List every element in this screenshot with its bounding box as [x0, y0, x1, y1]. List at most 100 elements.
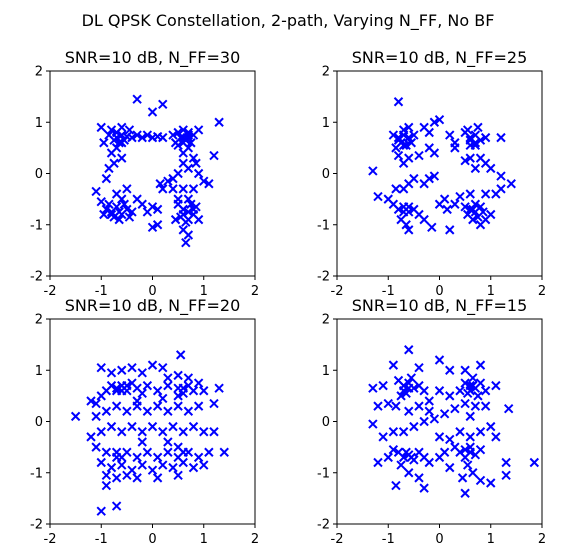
- data-point: [170, 214, 181, 225]
- data-point: [183, 406, 194, 416]
- data-point: [132, 452, 142, 463]
- data-point: [122, 406, 132, 416]
- data-point: [173, 370, 183, 381]
- data-point: [391, 401, 401, 411]
- data-point: [158, 184, 168, 194]
- y-tick-label: -2: [317, 518, 330, 533]
- data-point: [111, 401, 122, 411]
- data-point: [406, 373, 417, 383]
- data-point: [373, 191, 383, 202]
- data-point: [462, 125, 473, 135]
- data-point: [178, 184, 188, 194]
- data-point: [106, 148, 117, 158]
- data-point: [178, 148, 188, 158]
- data-point: [398, 427, 409, 437]
- scatter-series: [368, 345, 540, 498]
- x-tick-label: 2: [251, 532, 259, 547]
- data-point: [117, 460, 127, 470]
- data-point: [106, 209, 117, 220]
- data-point: [475, 360, 486, 370]
- data-point: [178, 383, 188, 393]
- data-point: [465, 386, 475, 396]
- data-point: [199, 460, 209, 470]
- data-point: [404, 132, 414, 143]
- subplot-1: SNR=10 dB, N_FF=30 -2 -1 0 1 2 -2 -1 0 1 2: [30, 48, 259, 299]
- data-point: [142, 380, 153, 391]
- data-point: [183, 163, 194, 174]
- subplot-title: SNR=10 dB, N_FF=15: [352, 296, 528, 316]
- data-point: [101, 447, 112, 457]
- data-point: [496, 184, 506, 194]
- data-point: [491, 380, 501, 391]
- data-point: [470, 138, 481, 148]
- data-point: [465, 411, 475, 422]
- data-point: [117, 452, 127, 463]
- data-point: [404, 207, 414, 217]
- data-point: [117, 138, 127, 148]
- data-point: [152, 473, 163, 483]
- data-point: [424, 396, 434, 406]
- data-point: [429, 117, 440, 127]
- subplot-title: SNR=10 dB, N_FF=30: [65, 48, 241, 68]
- scatter-series: [368, 97, 516, 235]
- data-point: [147, 360, 158, 370]
- x-tick-label: 1: [487, 284, 495, 299]
- data-point: [424, 173, 434, 184]
- y-tick-label: -1: [317, 218, 330, 233]
- data-point: [96, 122, 106, 133]
- data-point: [163, 380, 173, 391]
- data-point: [137, 368, 147, 378]
- data-point: [111, 383, 122, 393]
- data-point: [101, 470, 112, 481]
- data-point: [406, 452, 417, 463]
- data-point: [152, 401, 163, 411]
- data-point: [214, 117, 224, 127]
- data-point: [124, 125, 135, 135]
- y-tick-label: 1: [35, 116, 43, 131]
- data-point: [117, 194, 127, 204]
- data-point: [486, 163, 496, 174]
- data-point: [114, 214, 124, 225]
- data-point: [478, 207, 488, 217]
- data-point: [439, 447, 450, 457]
- data-point: [391, 480, 401, 491]
- data-point: [152, 386, 163, 396]
- y-tick-label: 2: [322, 313, 330, 328]
- data-point: [142, 130, 153, 140]
- figure-suptitle: DL QPSK Constellation, 2-path, Varying N…: [82, 11, 495, 31]
- x-tick-label: 2: [538, 284, 546, 299]
- data-point: [163, 447, 173, 457]
- data-point: [219, 447, 229, 457]
- data-point: [460, 378, 470, 388]
- data-point: [460, 155, 470, 166]
- data-point: [465, 189, 475, 199]
- x-tick-label: -1: [382, 532, 395, 547]
- data-point: [142, 406, 153, 416]
- data-point: [460, 398, 470, 409]
- data-point: [147, 421, 158, 432]
- data-point: [445, 434, 455, 445]
- data-point: [409, 421, 419, 432]
- data-point: [163, 373, 173, 383]
- data-point: [368, 383, 378, 393]
- data-point: [199, 176, 209, 186]
- x-tick-label: -1: [95, 284, 108, 299]
- data-point: [419, 214, 429, 225]
- y-tick-label: -1: [30, 466, 43, 481]
- data-point: [193, 378, 204, 388]
- data-point: [183, 132, 194, 143]
- data-point: [465, 447, 475, 457]
- data-point: [168, 462, 178, 473]
- y-tick-label: 0: [35, 167, 43, 182]
- data-point: [475, 202, 486, 212]
- data-point: [114, 207, 124, 217]
- data-point: [468, 204, 478, 215]
- data-point: [393, 204, 404, 215]
- data-point: [86, 432, 96, 442]
- data-point: [158, 393, 168, 404]
- x-tick-label: 2: [538, 532, 546, 547]
- subplot-4: SNR=10 dB, N_FF=15 -2 -1 0 1 2 -2 -1 0 1 2: [317, 296, 546, 547]
- data-point: [173, 194, 183, 204]
